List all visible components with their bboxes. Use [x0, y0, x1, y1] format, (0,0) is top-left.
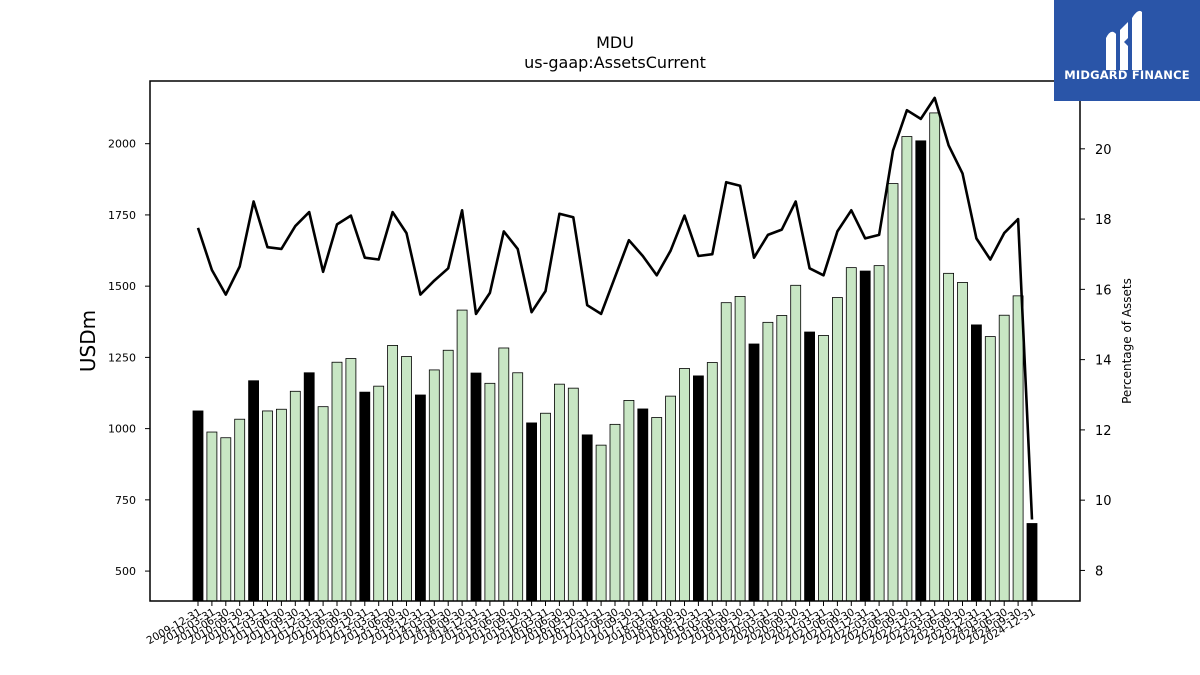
bar [373, 385, 385, 602]
logo-mark-icon [1106, 10, 1142, 70]
bar [984, 336, 996, 602]
y2-tick-label: 12 [1095, 424, 1112, 439]
bar [484, 382, 496, 602]
bar [220, 437, 232, 602]
y-tick-label: 2000 [108, 138, 136, 151]
bar [665, 395, 676, 602]
bar [498, 347, 510, 602]
bar [818, 335, 829, 602]
bar [359, 391, 371, 602]
y-axis-ticks: 500 750 1000 1250 1500 1750 2000 [108, 138, 150, 578]
y-tick-label: 1250 [108, 351, 136, 364]
bar [637, 408, 649, 602]
bar [720, 302, 732, 602]
bar [901, 136, 913, 602]
y2-tick-label: 8 [1095, 564, 1103, 579]
plot-frame [149, 80, 1081, 602]
bar [998, 314, 1010, 602]
bar [790, 284, 802, 602]
y-tick-label: 1000 [108, 423, 136, 436]
bar [512, 372, 524, 602]
bar [832, 297, 843, 602]
y2-tick-label: 20 [1095, 143, 1112, 158]
x-axis-ticks: 2009-12-312010-03-312010-06-302010-09-30… [145, 601, 1038, 647]
bar [262, 410, 273, 602]
bar [331, 361, 343, 602]
y2-tick-label: 10 [1095, 494, 1112, 509]
chart-title: MDU [596, 33, 634, 52]
bar [414, 394, 426, 602]
bar [581, 434, 593, 602]
bar [567, 387, 579, 602]
y-tick-label: 1500 [108, 280, 136, 293]
bar [887, 183, 899, 602]
bar [845, 267, 857, 602]
y2-tick-label: 18 [1095, 213, 1112, 228]
bar [873, 265, 885, 602]
bar [804, 331, 815, 602]
bar [206, 431, 218, 602]
bar-series [192, 112, 1038, 602]
y-tick-label: 500 [115, 565, 136, 578]
y2-tick-label: 16 [1095, 283, 1112, 298]
bar [706, 362, 718, 602]
bar [929, 112, 941, 602]
bar [971, 324, 982, 602]
bar [762, 321, 774, 602]
y-tick-label: 750 [115, 494, 136, 507]
bar [734, 296, 746, 602]
bar [428, 369, 440, 602]
bar [957, 282, 968, 602]
bar [526, 422, 537, 602]
y2-tick-label: 14 [1095, 354, 1112, 369]
y-tick-label: 1750 [108, 209, 136, 222]
bar [234, 418, 246, 602]
bar [275, 408, 287, 602]
chart-subtitle: us-gaap:AssetsCurrent [524, 53, 706, 72]
bar [1012, 295, 1024, 602]
bar [303, 372, 315, 602]
ratio-line [196, 96, 1034, 520]
bar [609, 423, 621, 602]
bar [595, 444, 607, 602]
bar [442, 349, 454, 602]
bar [693, 375, 704, 602]
bar [651, 417, 663, 602]
bar [387, 345, 399, 602]
bar [192, 410, 204, 602]
bar [456, 309, 468, 602]
bar [345, 358, 357, 602]
bar [776, 315, 788, 602]
bar [470, 372, 482, 602]
bar [248, 380, 260, 602]
bar [554, 383, 565, 602]
bar [317, 406, 329, 602]
bar [748, 343, 760, 602]
y2-axis-label: Percentage of Assets [1120, 278, 1134, 404]
bar [943, 272, 954, 602]
bar [623, 400, 635, 602]
bar [859, 270, 871, 602]
y2-axis-ticks: 8 10 12 14 16 18 20 [1080, 143, 1112, 579]
logo-text: MIDGARD FINANCE [1064, 68, 1190, 82]
bar [1026, 523, 1038, 602]
bar [289, 390, 301, 602]
bar [915, 140, 927, 602]
midgard-finance-logo: MIDGARD FINANCE [1054, 0, 1200, 101]
y-axis-label: USDm [76, 310, 100, 372]
bar [679, 368, 690, 602]
bar [401, 356, 412, 602]
bar [540, 412, 551, 602]
